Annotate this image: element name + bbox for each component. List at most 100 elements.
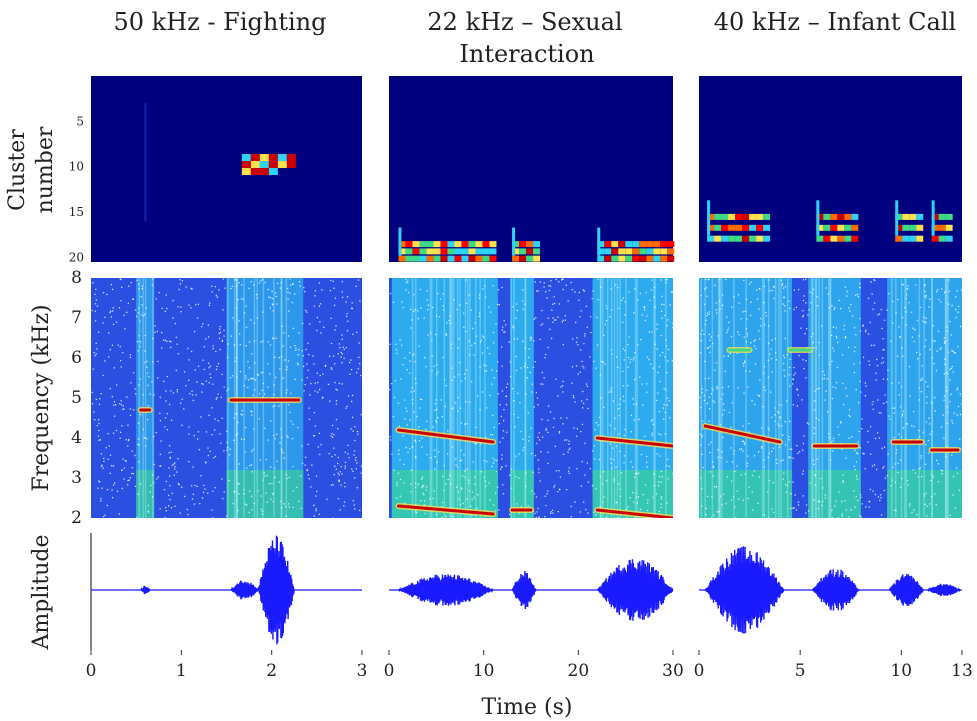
spec-dot [94,310,96,312]
spec-dot [177,306,179,308]
spec-dot [792,383,794,385]
spec-dot [638,418,640,421]
spec-dot [409,351,411,354]
spec-dot [758,330,760,332]
spec-dot [460,488,463,490]
spec-dot [297,362,299,364]
spec-dot [276,460,278,463]
spec-dot [185,286,187,288]
spec-dot [758,476,760,478]
spec-dot [552,512,554,514]
spec-dot [535,317,537,319]
spec-dot [290,392,292,395]
spec-dot [137,493,139,495]
spec-dot [750,342,752,344]
spec-dot [788,439,790,441]
spec-dot [248,367,251,369]
spec-streak [452,278,455,518]
spec-dot [745,341,748,343]
spec-dot [730,480,733,482]
spec-dot [449,474,451,476]
spec-dot [765,315,767,317]
spec-dot [934,340,936,342]
spec-dot [907,285,909,287]
spec-dot [844,336,847,338]
spec-dot [763,466,766,468]
spec-dot [712,400,714,402]
spec-dot [297,354,299,356]
spec-dot [917,476,919,478]
spec-dot [665,282,667,284]
spec-dot [157,377,159,379]
spec-dot [818,501,820,503]
spec-streak [718,278,721,518]
spec-dot [667,360,669,362]
spec-dot [784,286,787,288]
spec-dot [717,335,719,337]
spec-dot [215,368,218,370]
spec-dot [798,451,801,453]
spec-dot [253,322,256,324]
spec-streak [429,278,432,518]
spec-dot [514,426,516,428]
spec-dot [552,321,554,323]
spec-dot [311,464,313,466]
spec-dot [300,507,302,510]
spec-dot [121,487,123,490]
spec-dot [516,338,519,340]
spec-dot [558,470,560,472]
spec-dot [467,479,470,481]
spec-dot [422,485,425,487]
spec-dot [498,303,500,306]
spec-dot [848,408,851,411]
spec-dot [204,338,207,340]
spec-dot [744,370,747,372]
spec-dot [624,428,626,431]
spec-dot [415,456,417,459]
cluster-block [667,241,675,248]
cluster-block [461,255,469,262]
spec-dot [752,509,754,511]
spec-dot [920,379,922,382]
spec-dot [797,394,800,396]
spec-dot [196,485,198,488]
cluster-block [482,241,490,248]
spec-dot [893,509,896,511]
spec-dot [143,315,145,317]
spec-dot [727,385,730,388]
spec-dot [153,482,155,484]
spec-dot [782,478,784,480]
spec-dot [664,279,667,281]
spec-dot [545,504,547,507]
spec-dot [459,503,462,506]
spec-dot [410,490,412,493]
spec-dot [313,305,316,307]
spec-dot [449,315,451,317]
cluster-block [851,224,859,231]
spec-dot [108,445,110,447]
spec-dot [831,517,834,518]
spec-dot [321,289,323,291]
spec-dot [341,280,343,283]
amp-xtick-label: 20 [568,661,590,681]
cluster-ytick-label: 5 [76,114,84,128]
spec-dot [399,495,401,497]
spec-dot [912,469,914,471]
spec-dot [144,361,146,364]
spec-dot [779,417,781,419]
spec-dot [789,366,791,369]
spec-dot [667,348,670,350]
spec-dot [926,402,928,404]
spec-dot [741,440,744,443]
spec-dot [928,306,930,308]
cluster-block [447,241,455,248]
spec-dot [470,505,472,507]
spec-dot [161,307,163,310]
spec-dot [119,437,121,439]
cluster-block [639,255,647,262]
spec-dot [223,450,225,452]
spec-glow [927,470,962,518]
spec-dot [237,482,239,485]
spec-streak [931,278,933,518]
spec-dot [226,356,229,359]
